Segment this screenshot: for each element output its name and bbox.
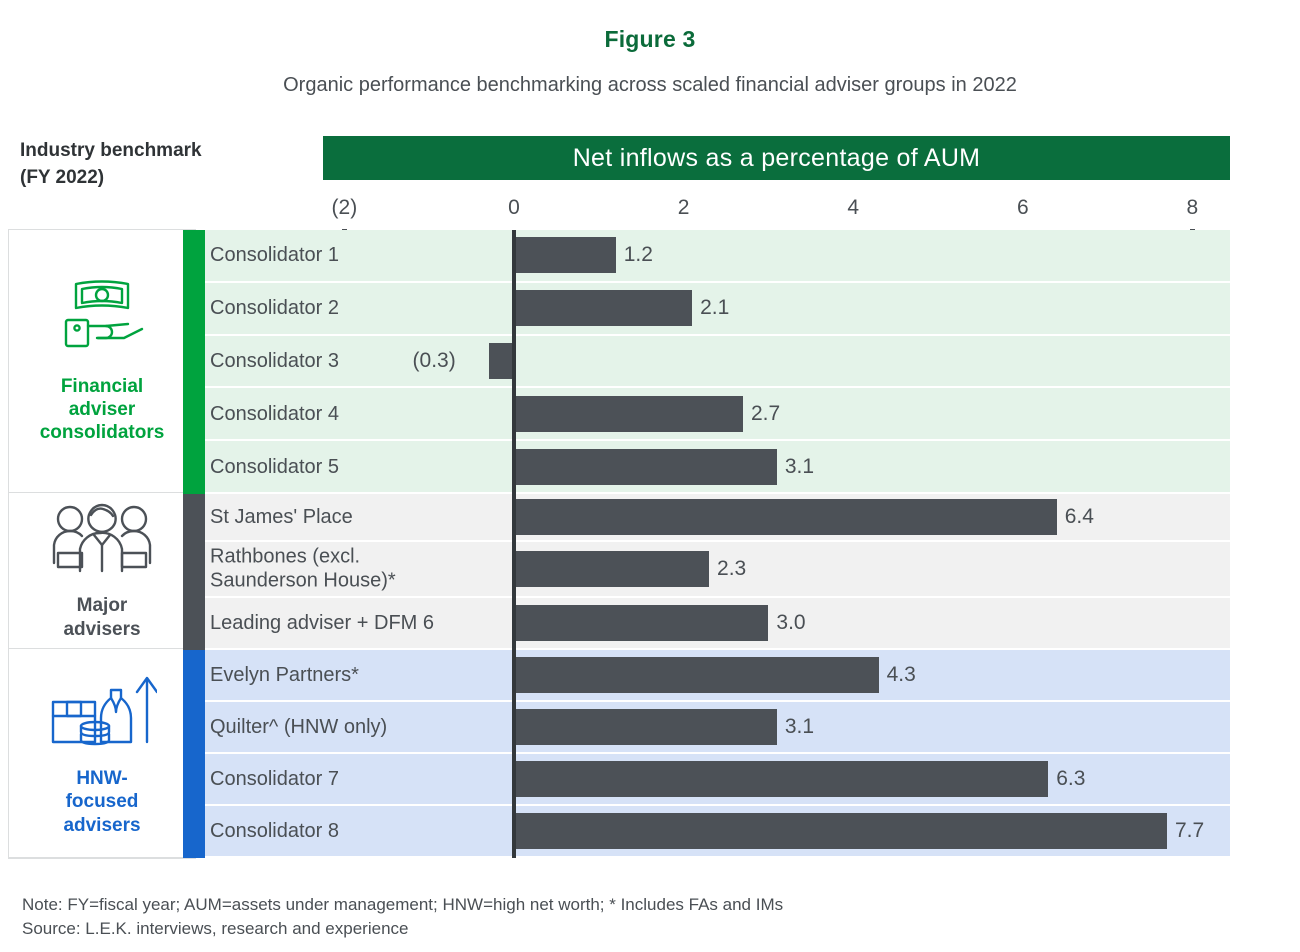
chart-bar bbox=[514, 499, 1057, 535]
chart-bar-value-label: 1.2 bbox=[623, 243, 653, 267]
chart-bar bbox=[514, 237, 616, 274]
axis-tick-label: 6 bbox=[1016, 196, 1029, 219]
axis-tick-label: (2) bbox=[331, 196, 358, 219]
category-hnw-focused-advisers: HNW- focused advisers bbox=[9, 650, 195, 858]
chart-bar-value-label: 2.7 bbox=[750, 401, 781, 425]
chart-bar-value-label: (0.3) bbox=[412, 348, 456, 372]
axis-tick-label: 4 bbox=[847, 196, 860, 219]
category-major-advisers: Major advisers bbox=[9, 494, 195, 649]
industry-benchmark-label: Industry benchmark (FY 2022) bbox=[20, 140, 202, 188]
chart-bar bbox=[514, 657, 879, 693]
chart-row-label: Leading adviser + DFM 6 bbox=[210, 611, 435, 634]
chart-row-label: Consolidator 1 bbox=[210, 244, 339, 267]
chart-row: Consolidator 2 2.1 bbox=[195, 282, 1230, 336]
chart-banner-title: Net inflows as a percentage of AUM bbox=[323, 136, 1230, 180]
category-label: HNW- focused advisers bbox=[63, 768, 141, 836]
chart-row-label: Evelyn Partners* bbox=[210, 663, 359, 686]
people-group-icon bbox=[50, 501, 154, 586]
chart-bar-value-label: 3.0 bbox=[776, 611, 806, 634]
chart-row: Consolidator 1 1.2 bbox=[195, 230, 1230, 283]
category-stripe-financial-adviser-consolidators bbox=[183, 230, 205, 494]
note-line: Note: FY=fiscal year; AUM=assets under m… bbox=[22, 895, 784, 914]
chart-bar-value-label: 3.1 bbox=[784, 715, 815, 738]
axis-tick-label: 0 bbox=[508, 196, 520, 219]
page-title: Figure 3 bbox=[604, 26, 696, 52]
chart-row-label: Consolidator 5 bbox=[210, 455, 339, 478]
chart-row: Consolidator 4 2.7 bbox=[195, 388, 1230, 442]
chart-bar-value-label: 6.4 bbox=[1064, 505, 1094, 528]
category-stripe-hnw-focused-advisers bbox=[183, 650, 205, 858]
chart-bar bbox=[514, 551, 710, 587]
chart-bar bbox=[514, 709, 777, 745]
category-label: Major advisers bbox=[63, 595, 141, 640]
chart-row: Evelyn Partners* 4.3 bbox=[195, 650, 1230, 702]
chart-bar-value-label: 6.3 bbox=[1056, 767, 1086, 790]
chart-row-label: Consolidator 7 bbox=[210, 767, 339, 790]
chart-bar bbox=[514, 605, 769, 641]
chart-row-label: Consolidator 8 bbox=[210, 819, 339, 842]
axis-tick-label: 2 bbox=[677, 196, 690, 219]
chart-bar-value-label: 3.1 bbox=[784, 454, 815, 478]
chart-row: Consolidator 3 (0.3) bbox=[195, 335, 1230, 389]
category-financial-adviser-consolidators: Financial adviser consolidators bbox=[9, 230, 195, 493]
chart-row: St James' Place 6.4 bbox=[195, 494, 1230, 542]
cash-in-hand-icon bbox=[54, 278, 150, 367]
chart-row-label: Rathbones (excl. Saunderson House)* bbox=[210, 545, 396, 592]
chart-row: Consolidator 8 7.7 bbox=[195, 806, 1230, 858]
chart-row-label: Consolidator 2 bbox=[210, 296, 339, 319]
chart-plot-area: Consolidator 1 1.2 Consolidator 2 2.1 Consol… bbox=[195, 230, 1230, 858]
footnotes: Note: FY=fiscal year; AUM=assets under m… bbox=[22, 893, 1222, 941]
chart-bar bbox=[514, 761, 1049, 797]
assets-growth-icon bbox=[47, 670, 159, 759]
chart-bar-value-label: 2.3 bbox=[717, 557, 747, 580]
chart-bar-value-label: 4.3 bbox=[886, 663, 916, 686]
chart-row: Leading adviser + DFM 6 3.0 bbox=[195, 598, 1230, 650]
chart-row-label: St James' Place bbox=[210, 505, 353, 528]
chart-bar bbox=[514, 290, 693, 327]
chart-row: Rathbones (excl. Saunderson House)* 2.3 bbox=[195, 542, 1230, 598]
chart-row: Quilter^ (HNW only) 3.1 bbox=[195, 702, 1230, 754]
chart-bar bbox=[488, 342, 514, 379]
chart-bar bbox=[514, 395, 743, 432]
source-line: Source: L.E.K. interviews, research and … bbox=[22, 919, 409, 939]
category-label: Financial adviser consolidators bbox=[39, 375, 165, 444]
chart-bar-value-label: 7.7 bbox=[1174, 819, 1205, 842]
chart-row-label: Quilter^ (HNW only) bbox=[210, 715, 388, 738]
chart-bar bbox=[514, 448, 777, 485]
chart-row-label: Consolidator 4 bbox=[210, 402, 339, 425]
zero-baseline bbox=[512, 230, 516, 858]
chart-row: Consolidator 7 6.3 bbox=[195, 754, 1230, 806]
category-panel: Financial adviser consolidators Major adv… bbox=[8, 229, 205, 859]
category-stripe-major-advisers bbox=[183, 494, 205, 650]
chart-bar bbox=[514, 813, 1167, 849]
chart-bar-value-label: 2.1 bbox=[700, 296, 730, 320]
chart-row-label: Consolidator 3 bbox=[210, 349, 339, 372]
axis-tick-label: 8 bbox=[1186, 196, 1199, 219]
page-subtitle: Organic performance benchmarking across … bbox=[283, 74, 1017, 96]
chart-row: Consolidator 5 3.1 bbox=[195, 441, 1230, 494]
